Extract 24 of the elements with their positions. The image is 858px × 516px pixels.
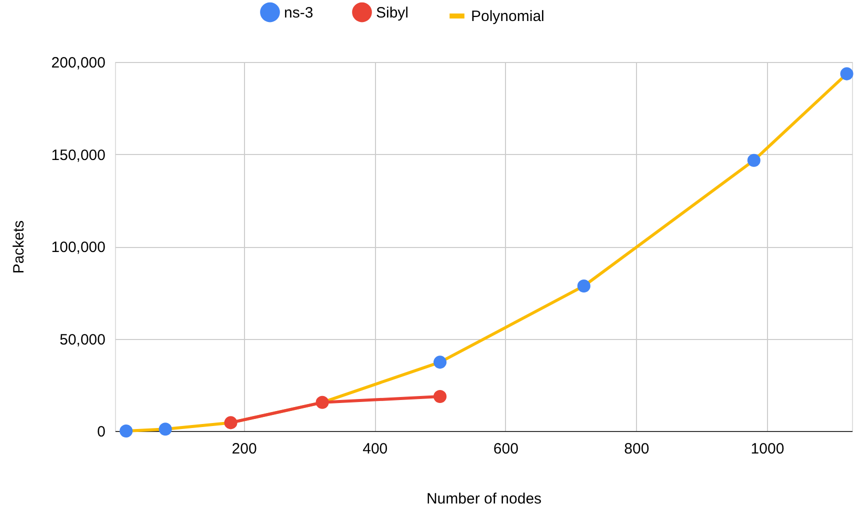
point (158, 422, 172, 436)
x-tick-label: 800 (624, 440, 650, 458)
legend-label: Polynomial (471, 8, 544, 25)
legend-label: ns-3 (284, 4, 314, 22)
point (316, 396, 329, 409)
point (433, 356, 447, 369)
y-tick-label: 100,000 (51, 239, 106, 256)
y-axis-title: Packets (10, 220, 28, 274)
point (120, 424, 133, 438)
x-tick-label: 400 (362, 440, 388, 458)
y-tick-label: 0 (97, 424, 106, 440)
legend-label: Sibyl (376, 4, 409, 22)
y-tick-label: 200,000 (51, 54, 106, 72)
x-tick-label: 200 (232, 440, 257, 458)
point (747, 154, 760, 167)
y-tick-label: 50,000 (60, 331, 106, 348)
x-tick-label: 1000 (750, 440, 784, 458)
point (433, 390, 447, 404)
x-tick-label: 600 (493, 440, 518, 458)
x-axis-title: Number of nodes (426, 490, 542, 508)
y-tick-label: 150,000 (51, 146, 106, 164)
point (577, 279, 590, 292)
point (840, 67, 854, 80)
point (224, 416, 238, 430)
